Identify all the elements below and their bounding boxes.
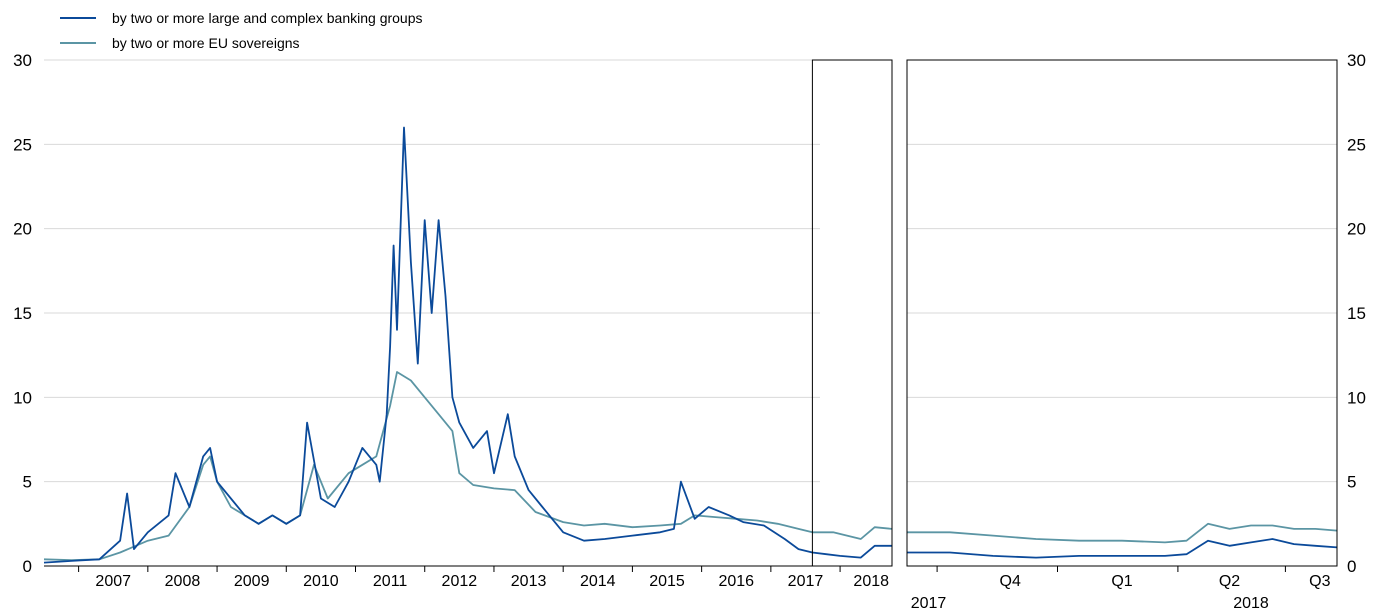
series-line-by-two-or-more-eu-sovereigns <box>43 371 893 561</box>
x-tick-label: Q3 <box>1309 573 1330 590</box>
y-tick-label: 25 <box>13 135 32 154</box>
x-tick-label: 2010 <box>303 573 339 590</box>
y-tick-label: 15 <box>13 304 32 323</box>
x-tick-label: Q1 <box>1111 573 1132 590</box>
series-line-by-two-or-more-large-and-complex-banking-groups <box>43 126 892 564</box>
right-y-tick-label: 30 <box>1347 51 1366 70</box>
y-tick-label: 10 <box>13 388 32 407</box>
x-tick-label: 2017 <box>788 573 824 590</box>
x-year-label: 2017 <box>911 595 947 612</box>
gridlines <box>44 59 1337 483</box>
right-y-tick-label: 15 <box>1347 304 1366 323</box>
right-y-tick-label: 25 <box>1347 135 1366 154</box>
y-tick-label: 20 <box>13 220 32 239</box>
x-year-label: 2018 <box>1233 595 1269 612</box>
series-line-by-two-or-more-eu-sovereigns <box>907 522 1338 544</box>
x-tick-label: 2008 <box>165 573 201 590</box>
right-y-axis: 0 5 10 15 20 25 30 <box>1347 51 1366 576</box>
right-panel-lines <box>907 522 1338 559</box>
left-y-axis: 0 5 10 15 20 25 30 <box>13 51 32 576</box>
left-panel-lines <box>43 126 893 564</box>
y-tick-label: 30 <box>13 51 32 70</box>
x-axis: 2007 2008 2009 2010 2011 2012 2013 2014 2015 2016… <box>44 565 1337 612</box>
x-tick-label: 2016 <box>718 573 754 590</box>
x-tick-label: 2011 <box>373 573 408 590</box>
x-tick-label: 2012 <box>442 573 478 590</box>
x-tick-label: Q2 <box>1219 573 1240 590</box>
series-line-by-two-or-more-large-and-complex-banking-groups <box>907 538 1338 559</box>
x-tick-label: Q4 <box>1000 573 1021 590</box>
x-tick-label: 2009 <box>234 573 270 590</box>
legend-label-sovereigns: by two or more EU sovereigns <box>112 35 300 51</box>
right-y-tick-label: 5 <box>1347 473 1356 492</box>
right-y-tick-label: 20 <box>1347 220 1366 239</box>
legend-label-banks: by two or more large and complex banking… <box>112 10 423 26</box>
x-tick-label: 2014 <box>580 573 616 590</box>
right-y-tick-label: 0 <box>1347 557 1356 576</box>
x-tick-label: 2018 <box>853 573 889 590</box>
x-tick-label: 2015 <box>649 573 685 590</box>
y-tick-label: 0 <box>23 557 32 576</box>
legend: by two or more large and complex banking… <box>60 10 423 51</box>
highlight-box <box>811 59 893 567</box>
x-tick-label: 2013 <box>511 573 547 590</box>
y-tick-label: 5 <box>23 473 32 492</box>
x-tick-label: 2007 <box>95 573 131 590</box>
right-y-tick-label: 10 <box>1347 388 1366 407</box>
